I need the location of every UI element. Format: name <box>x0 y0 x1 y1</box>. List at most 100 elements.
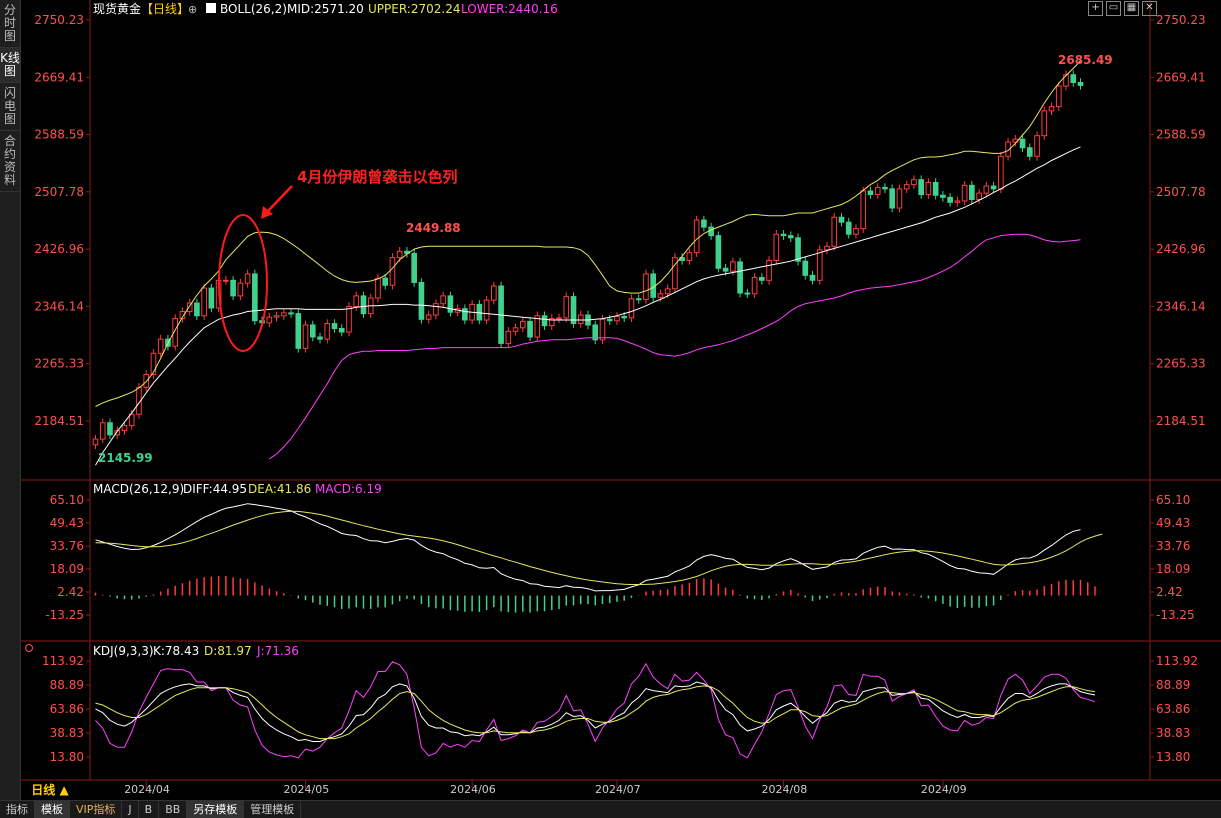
candle-body <box>961 184 968 202</box>
candle-body <box>519 320 526 329</box>
candle-body <box>505 330 512 344</box>
crosshair-button[interactable]: + <box>1088 1 1103 16</box>
candle-body <box>244 273 251 284</box>
candle-body <box>845 221 852 235</box>
toolbar-b[interactable]: B <box>139 801 160 818</box>
x-axis-month-label: 2024/04 <box>124 783 170 796</box>
candle-body <box>389 257 396 286</box>
tab-flash-chart[interactable]: 闪电图 <box>0 83 20 131</box>
macd-axis-tick-label: 18.09 <box>50 562 84 576</box>
kdj-axis-tick-label: 38.83 <box>50 726 84 740</box>
candle-body <box>773 233 780 261</box>
candle-body <box>693 219 700 254</box>
price-axis-tick-label: 2265.33 <box>34 357 84 371</box>
chart-canvas[interactable]: 现货黄金 【日线】 ⊕ BOLL(26,2) MID:2571.20 UPPER… <box>0 0 1221 800</box>
period-selector[interactable]: 日线 ▲ <box>31 783 69 797</box>
kdj-axis-tick-label: 63.86 <box>50 702 84 716</box>
candle-body <box>462 308 468 321</box>
candle-body <box>635 298 642 301</box>
toolbar-vip-indicator[interactable]: VIP指标 <box>70 801 123 818</box>
candle-body <box>990 185 997 190</box>
candle-body <box>983 185 990 194</box>
toolbar-template[interactable]: 模板 <box>35 801 70 818</box>
toolbar-j[interactable]: J <box>122 801 139 818</box>
candle-body <box>969 184 975 200</box>
toolbar-manage-template[interactable]: 管理模板 <box>244 801 302 818</box>
candle-body <box>360 295 367 315</box>
candle-body <box>730 261 736 272</box>
candle-body <box>157 338 164 354</box>
candle-body <box>701 219 707 228</box>
candle-body <box>882 186 888 190</box>
x-axis-month-label: 2024/09 <box>921 783 967 796</box>
price-axis-tick-label: 2588.59 <box>1156 128 1206 142</box>
macd-dea-value: DEA:41.86 <box>248 482 311 496</box>
tab-timeshare[interactable]: 分时图 <box>0 0 20 48</box>
candle-body <box>853 228 859 235</box>
candle-body <box>440 295 446 305</box>
tab-kline[interactable]: K线图 <box>0 48 20 83</box>
candle-body <box>433 303 439 316</box>
layout-button[interactable]: ▦ <box>1124 1 1139 16</box>
candle-body <box>889 188 896 209</box>
candle-body <box>599 318 606 341</box>
candle-body <box>1019 138 1026 149</box>
candle-body <box>512 327 519 332</box>
candle-body <box>353 295 360 308</box>
settings-icon[interactable]: ⊕ <box>188 3 197 16</box>
candle-body <box>780 233 787 237</box>
candle-body <box>664 288 671 295</box>
macd-axis-tick-label: 65.10 <box>1156 493 1190 507</box>
macd-axis-tick-label: 33.76 <box>50 539 84 553</box>
candle-body <box>824 245 830 251</box>
kdj-settings-icon[interactable] <box>25 644 33 652</box>
price-axis-tick-label: 2507.78 <box>1156 185 1206 199</box>
tab-contract-info[interactable]: 合约资料 <box>0 131 20 192</box>
candle-body <box>737 261 743 294</box>
toolbar-indicator[interactable]: 指标 <box>0 801 35 818</box>
candle-body <box>411 252 417 283</box>
close-button[interactable]: ✕ <box>1142 1 1157 16</box>
candle-body <box>1034 135 1040 157</box>
annotation-arrow <box>266 185 293 213</box>
price-axis-tick-label: 2750.23 <box>1156 13 1206 27</box>
candle-body <box>418 281 425 320</box>
candle-body <box>375 277 381 299</box>
candle-body <box>280 312 287 317</box>
candle-body <box>708 226 714 237</box>
symbol-title: 现货黄金 <box>93 1 141 16</box>
candle-body <box>186 302 193 312</box>
candle-body <box>947 196 953 203</box>
candle-body <box>541 315 548 327</box>
candle-body <box>237 282 244 297</box>
toolbar-bb[interactable]: BB <box>159 801 188 818</box>
candle-body <box>107 422 113 436</box>
candle-body <box>317 336 323 340</box>
candle-body <box>787 235 794 239</box>
candle-body <box>447 295 454 313</box>
candle-body <box>346 306 352 333</box>
kdj-axis-tick-label: 63.86 <box>1156 702 1190 716</box>
candle-body <box>744 292 751 295</box>
boll-indicator-icon <box>206 3 216 13</box>
macd-diff-line <box>95 503 1081 592</box>
candle-body <box>874 186 881 196</box>
candle-body <box>338 328 345 333</box>
candle-body <box>252 273 258 322</box>
candle-body <box>867 190 874 196</box>
boll-mid-line <box>95 146 1081 466</box>
price-axis-tick-label: 2184.51 <box>1156 414 1206 428</box>
candle-body <box>766 259 772 281</box>
macd-dea-line <box>95 510 1103 585</box>
candle-body <box>92 438 99 446</box>
toolbar-save-template[interactable]: 另存模板 <box>187 801 245 818</box>
candle-body <box>802 260 809 276</box>
candle-body <box>606 318 613 322</box>
window-controls: + ▭ ▦ ✕ <box>1088 1 1157 16</box>
candle-body <box>976 192 982 200</box>
macd-value: MACD:6.19 <box>315 482 382 496</box>
restore-button[interactable]: ▭ <box>1106 1 1121 16</box>
x-axis-month-label: 2024/05 <box>284 783 330 796</box>
kdj-axis-tick-label: 113.92 <box>42 654 84 668</box>
kdj-j-line <box>95 661 1096 759</box>
